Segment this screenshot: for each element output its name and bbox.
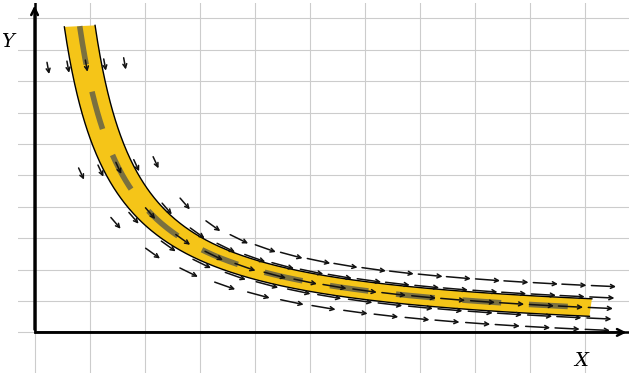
Text: X: X — [574, 352, 588, 370]
Text: Y: Y — [1, 33, 13, 52]
Polygon shape — [64, 26, 592, 316]
